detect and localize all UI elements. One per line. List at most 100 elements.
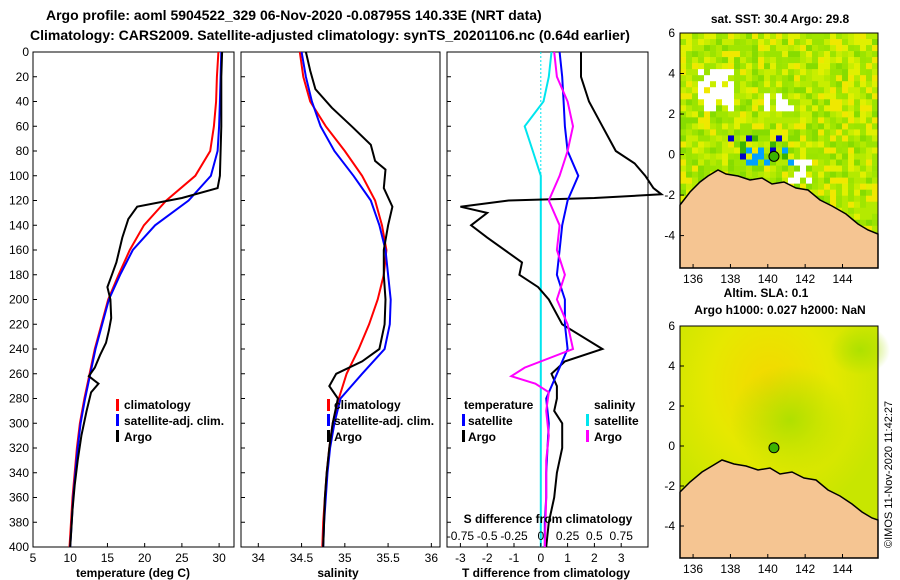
- sst-cell: [746, 159, 753, 166]
- credit-text: ©IMOS 11-Nov-2020 11:42:27: [883, 401, 895, 548]
- sst-cell: [842, 87, 849, 94]
- sst-cell: [806, 177, 813, 184]
- sst-cell: [782, 123, 789, 130]
- sst-cell: [842, 183, 849, 190]
- sst-cell: [746, 87, 753, 94]
- sst-cell: [698, 153, 705, 160]
- sst-cell: [812, 153, 819, 160]
- sst-cell: [698, 141, 705, 148]
- sst-cell: [692, 33, 699, 40]
- sst-cell: [806, 87, 813, 94]
- sst-cell: [758, 111, 765, 118]
- sst-cell: [782, 39, 789, 46]
- sst-cell: [836, 147, 843, 154]
- sst-cell: [794, 165, 801, 172]
- sst-cell: [842, 93, 849, 100]
- sst-cell: [758, 57, 765, 64]
- sst-cell: [770, 135, 777, 142]
- sst-cell: [824, 123, 831, 130]
- sst-cell: [812, 87, 819, 94]
- sst-cell: [788, 129, 795, 136]
- sst-cell: [788, 57, 795, 64]
- sst-cell: [836, 165, 843, 172]
- sst-cell: [818, 123, 825, 130]
- sst-cell: [854, 87, 861, 94]
- sst-cell: [782, 135, 789, 142]
- sst-cell: [680, 177, 687, 184]
- temperature-panel: 5 10 15 20 25 30 0 20 40 60 80 100 120 140 160 180 200 2…: [9, 45, 235, 580]
- sst-cell: [824, 165, 831, 172]
- difference-x-ticks: -3 -2 -1 0 1 2 3: [455, 543, 625, 565]
- sst-cell: [860, 147, 867, 154]
- difference-panel: -3 -2 -1 0 1 2 3 -0.75 -0.5 -0.25 0 0.25 0.5 0.75 S …: [446, 51, 665, 580]
- sst-cell: [806, 159, 813, 166]
- sst-cell: [686, 165, 693, 172]
- sst-cell: [782, 51, 789, 58]
- sst-cell: [764, 75, 771, 82]
- s-diff-tick-label: 0.5: [586, 529, 603, 543]
- sst-cell: [860, 117, 867, 124]
- sst-cell: [806, 33, 813, 40]
- sst-cell: [860, 165, 867, 172]
- sst-cell: [818, 165, 825, 172]
- sst-cell: [860, 207, 867, 215]
- sst-cell: [794, 141, 801, 148]
- sst-cell: [710, 57, 717, 64]
- sst-cell: [872, 207, 879, 215]
- sst-cell: [788, 81, 795, 88]
- sst-cell: [794, 111, 801, 118]
- sst-cell: [872, 75, 879, 82]
- lat-tick-label: 2: [668, 107, 675, 121]
- sst-cell: [872, 51, 879, 58]
- sst-cell: [812, 111, 819, 118]
- sst-cell: [860, 75, 867, 82]
- sst-cell: [812, 93, 819, 100]
- sst-cell: [830, 171, 837, 178]
- sst-cell: [710, 93, 717, 100]
- sst-cell: [698, 87, 705, 94]
- sst-cell: [698, 159, 705, 166]
- sst-cell: [704, 123, 711, 130]
- sst-cell: [872, 69, 879, 76]
- legend-swatch-s-satellite: [586, 414, 589, 426]
- sst-cell: [728, 165, 735, 172]
- sst-cell: [854, 57, 861, 64]
- sst-cell: [872, 159, 879, 166]
- temperature-legend: climatology satellite-adj. clim. Argo: [116, 398, 224, 444]
- sst-cell: [716, 159, 723, 166]
- sst-map-lon-ticks: 136 138 140 142 144: [683, 264, 853, 286]
- y-tick-label: 260: [9, 367, 29, 381]
- sst-cell: [728, 57, 735, 64]
- sst-cell: [806, 165, 813, 172]
- sst-cell: [782, 171, 789, 178]
- sst-cell: [872, 153, 879, 160]
- sst-cell: [722, 69, 729, 76]
- sst-cell: [848, 99, 855, 106]
- sst-cell: [764, 117, 771, 124]
- sst-cell: [740, 117, 747, 124]
- sst-cell: [836, 75, 843, 82]
- sst-cell: [770, 39, 777, 46]
- sst-cell: [758, 123, 765, 130]
- sst-cell: [716, 51, 723, 58]
- sst-cell: [752, 165, 759, 172]
- sst-cell: [752, 171, 759, 178]
- sst-cell: [680, 117, 687, 124]
- sst-cell: [692, 69, 699, 76]
- sst-cell: [812, 147, 819, 154]
- sst-cell: [752, 51, 759, 58]
- sst-cell: [764, 123, 771, 130]
- sst-cell: [848, 63, 855, 70]
- sst-cell: [824, 189, 831, 196]
- sst-cell: [770, 177, 777, 184]
- legend-swatch-argo: [327, 430, 330, 442]
- y-tick-label: 380: [9, 515, 29, 529]
- sst-cell: [770, 111, 777, 118]
- sst-cell: [830, 63, 837, 70]
- sst-cell: [764, 45, 771, 52]
- sst-cell: [818, 177, 825, 184]
- sst-cell: [686, 51, 693, 58]
- sst-cell: [686, 63, 693, 70]
- sst-cell: [692, 99, 699, 106]
- sst-cell: [752, 81, 759, 88]
